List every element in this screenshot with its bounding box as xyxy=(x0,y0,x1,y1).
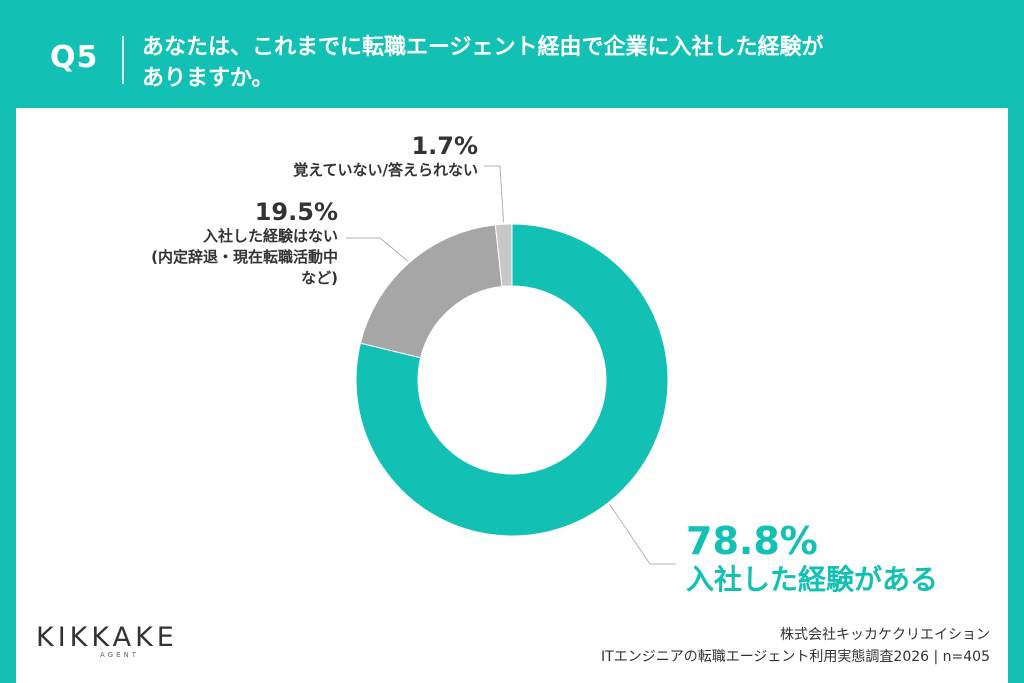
category-label-no-experience-1: 入社した経験はない xyxy=(202,227,338,245)
category-label-no-experience-2: (内定辞退・現在転職活動中 xyxy=(151,248,338,266)
slice-not-remember xyxy=(494,223,513,288)
source-survey: ITエンジニアの転職エージェント利用実態調査2026 | n=405 xyxy=(601,649,990,665)
kikkake-logo: KIKKAKE AGENT xyxy=(36,622,178,659)
logo-wordmark: KIKKAKE xyxy=(36,622,178,653)
source-note: 株式会社キッカケクリエイション ITエンジニアの転職エージェント利用実態調査20… xyxy=(601,624,990,668)
question-line-1: あなたは、これまでに転職エージェント経由で企業に入社した経験が xyxy=(142,35,824,60)
question-number: Q5 xyxy=(50,40,99,75)
slice-has-experience xyxy=(355,223,669,537)
chart-panel: 1.7% 覚えていない/答えられない 19.5% 入社した経験はない (内定辞退… xyxy=(16,108,1008,683)
source-company: 株式会社キッカケクリエイション xyxy=(780,627,990,643)
question-text: あなたは、これまでに転職エージェント経由で企業に入社した経験が ありますか。 xyxy=(142,32,882,94)
category-label-no-experience-3: など) xyxy=(301,269,338,287)
leader-not-remember xyxy=(484,165,505,223)
label-no-experience: 19.5% 入社した経験はない (内定辞退・現在転職活動中 など) xyxy=(76,198,338,289)
value-label-has-experience: 78.8% xyxy=(686,519,818,563)
category-label-has-experience: 入社した経験がある xyxy=(686,563,939,596)
label-has-experience: 78.8% 入社した経験がある xyxy=(686,520,938,598)
leader-no-experience xyxy=(346,237,409,262)
label-not-remember: 1.7% 覚えていない/答えられない xyxy=(216,132,478,181)
question-line-2: ありますか。 xyxy=(142,66,274,91)
header-band: Q5 あなたは、これまでに転職エージェント経由で企業に入社した経験が ありますか… xyxy=(0,0,1024,108)
donut-chart xyxy=(346,165,676,565)
slice-no-experience xyxy=(359,224,503,359)
value-label-not-remember: 1.7% xyxy=(411,132,478,160)
category-label-not-remember: 覚えていない/答えられない xyxy=(293,161,478,179)
leader-has-experience xyxy=(609,503,676,565)
logo-subtext: AGENT xyxy=(100,651,140,659)
header-divider xyxy=(122,36,124,84)
value-label-no-experience: 19.5% xyxy=(254,198,338,226)
